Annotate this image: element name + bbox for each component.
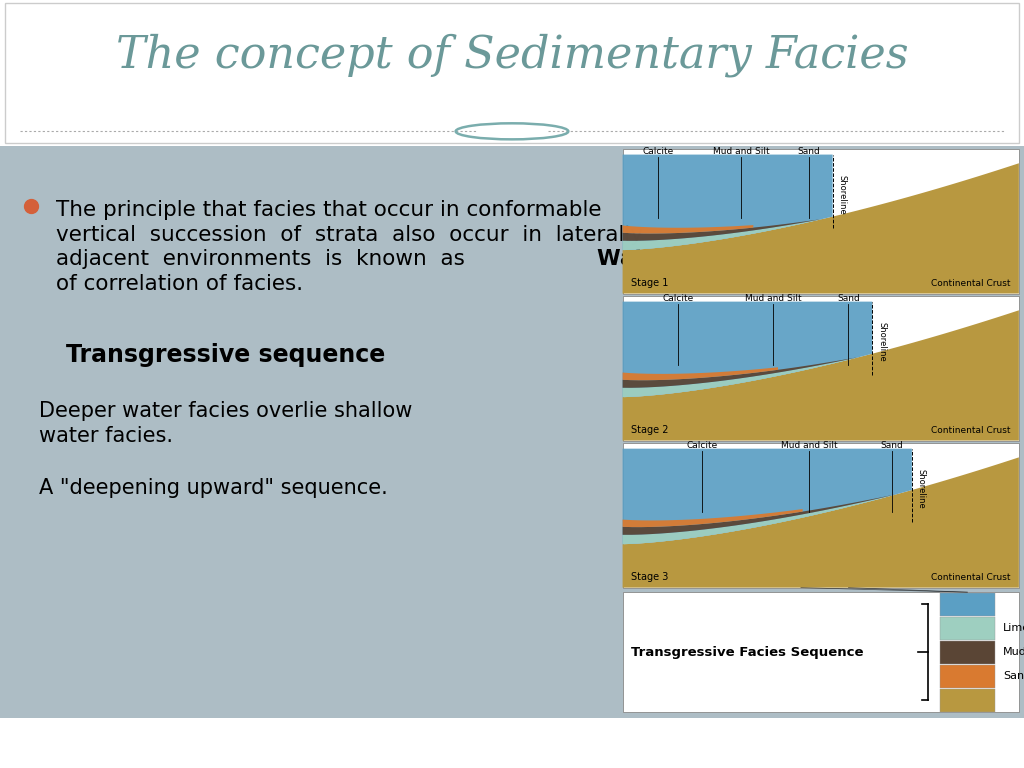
Polygon shape	[623, 164, 1019, 293]
Text: Calcite: Calcite	[686, 441, 718, 450]
Polygon shape	[623, 494, 897, 535]
Bar	[940, 593, 995, 616]
Polygon shape	[623, 219, 822, 241]
FancyBboxPatch shape	[5, 3, 1019, 143]
Polygon shape	[623, 310, 1019, 441]
Polygon shape	[623, 449, 912, 545]
Bar	[623, 592, 1019, 713]
Text: Mudstone: Mudstone	[1004, 647, 1024, 657]
Polygon shape	[623, 357, 860, 397]
Text: Continental Crust: Continental Crust	[932, 425, 1011, 435]
Polygon shape	[623, 225, 754, 233]
Bar	[940, 617, 995, 641]
Polygon shape	[623, 367, 778, 380]
Text: water facies.: water facies.	[39, 426, 173, 446]
Bar	[623, 149, 1019, 293]
Bar	[623, 296, 1019, 441]
Text: Transgressive Facies Sequence: Transgressive Facies Sequence	[631, 646, 863, 659]
Text: Calcite: Calcite	[663, 294, 693, 303]
Text: Calcite: Calcite	[643, 147, 674, 156]
Polygon shape	[623, 154, 833, 250]
Text: Sandstone: Sandstone	[1004, 671, 1024, 681]
Text: Mud and Silt: Mud and Silt	[713, 147, 770, 156]
Text: Stage 2: Stage 2	[631, 425, 668, 435]
Text: Stage 1: Stage 1	[631, 278, 668, 288]
Text: Mud and Silt: Mud and Silt	[744, 294, 802, 303]
Bar	[940, 689, 995, 713]
Text: The concept of Sedimentary Facies: The concept of Sedimentary Facies	[116, 34, 908, 78]
Text: of correlation of facies.: of correlation of facies.	[56, 274, 303, 294]
Polygon shape	[623, 458, 1019, 588]
Bar	[940, 641, 995, 664]
Polygon shape	[623, 494, 897, 545]
Text: The principle that facies that occur in conformable: The principle that facies that occur in …	[56, 200, 602, 220]
Polygon shape	[623, 302, 872, 397]
Text: adjacent  environments  is  known  as: adjacent environments is known as	[56, 250, 479, 270]
Text: Shoreline: Shoreline	[838, 175, 847, 215]
Text: Deeper water facies overlie shallow: Deeper water facies overlie shallow	[39, 401, 413, 421]
Bar	[940, 665, 995, 688]
Text: Shoreline: Shoreline	[877, 323, 886, 362]
Text: Sand: Sand	[881, 441, 903, 450]
Polygon shape	[623, 509, 803, 527]
Text: Shoreline: Shoreline	[916, 469, 926, 509]
Text: A "deepening upward" sequence.: A "deepening upward" sequence.	[39, 478, 388, 498]
Text: Sand: Sand	[798, 147, 820, 156]
Text: Walther's law: Walther's law	[597, 250, 761, 270]
Text: Stage 3: Stage 3	[631, 572, 668, 582]
Text: vertical  succession  of  strata  also  occur  in  laterally: vertical succession of strata also occur…	[56, 225, 643, 245]
Text: Sand: Sand	[837, 294, 860, 303]
Text: Limestone: Limestone	[1004, 624, 1024, 634]
Text: Mud and Silt: Mud and Silt	[780, 441, 838, 450]
Bar	[623, 443, 1019, 588]
Text: Transgressive sequence: Transgressive sequence	[66, 343, 385, 367]
Text: Continental Crust: Continental Crust	[932, 279, 1011, 288]
Polygon shape	[623, 357, 860, 388]
Polygon shape	[623, 219, 822, 250]
Text: Continental Crust: Continental Crust	[932, 573, 1011, 582]
